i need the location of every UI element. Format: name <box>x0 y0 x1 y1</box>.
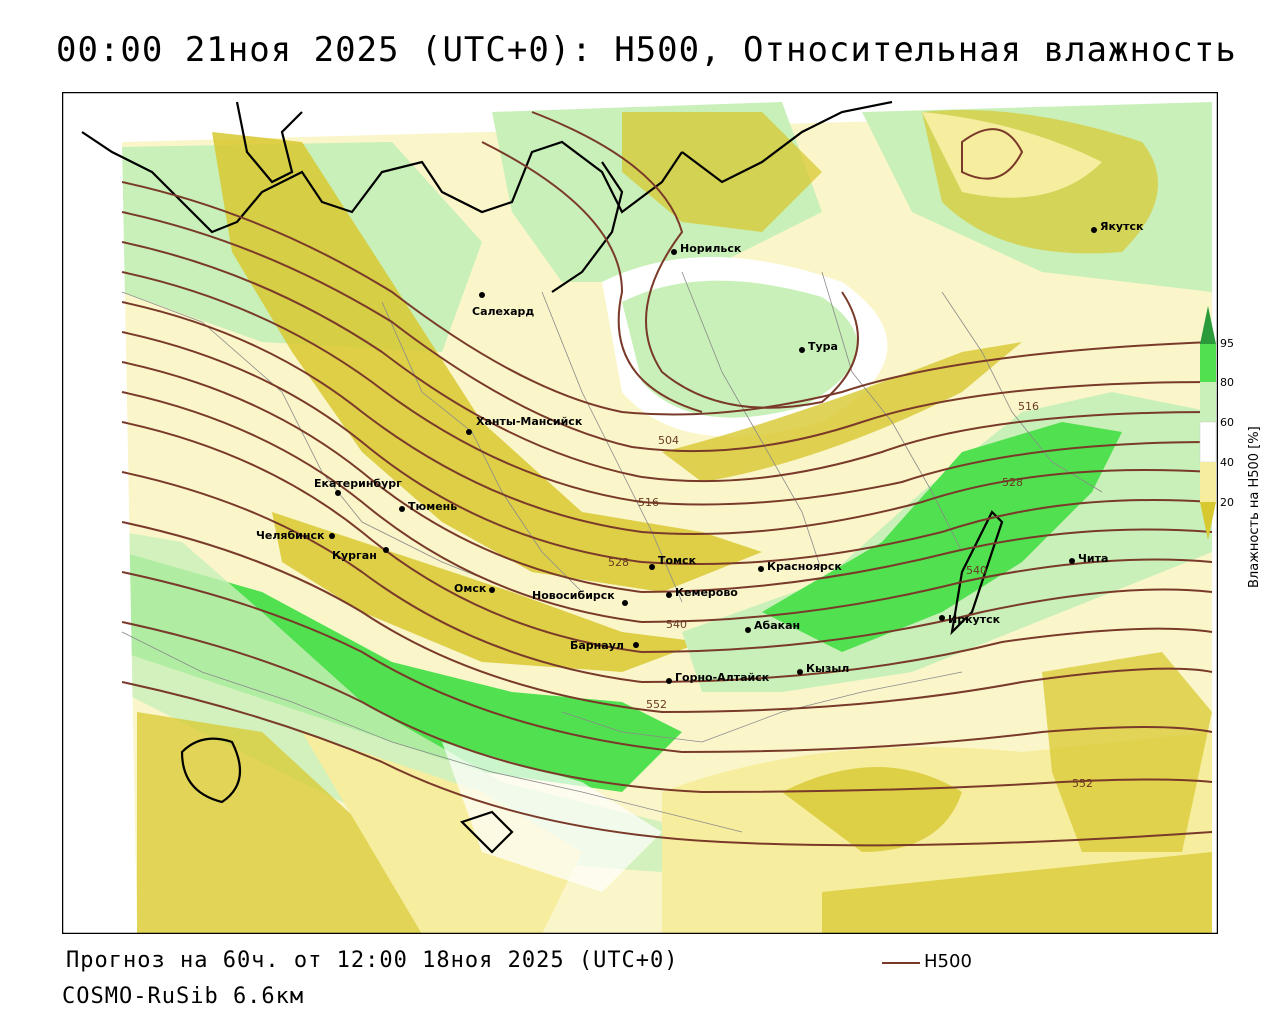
weather-map: 504 516 516 528 528 540 540 552 552 Нори… <box>62 92 1218 934</box>
svg-text:Новосибирск: Новосибирск <box>532 589 615 602</box>
humidity-field <box>62 92 1212 934</box>
scale-band-60-80 <box>1200 382 1216 422</box>
scale-tick-60: 60 <box>1220 416 1234 429</box>
svg-text:Барнаул: Барнаул <box>570 639 624 652</box>
city-salekhard: Салехард <box>472 292 534 318</box>
isoline-label-552: 552 <box>646 698 667 711</box>
city-kyzyl: Кызыл <box>797 662 849 675</box>
isoline-labels: 504 516 516 528 528 540 540 552 552 <box>608 400 1093 790</box>
city-chelyabinsk: Челябинск <box>256 529 335 542</box>
svg-text:Кемерово: Кемерово <box>675 586 738 599</box>
humidity-scale: 95 80 60 40 20 Влажность на H500 [%] <box>1199 306 1262 588</box>
city-barnaul: Барнаул <box>570 639 639 652</box>
svg-text:Норильск: Норильск <box>680 242 742 255</box>
scale-tick-95: 95 <box>1220 337 1234 350</box>
scale-tick-40: 40 <box>1220 456 1234 469</box>
city-kurgan: Курган <box>332 547 389 562</box>
svg-text:Курган: Курган <box>332 549 377 562</box>
svg-text:Иркутск: Иркутск <box>948 613 1001 626</box>
city-omsk: Омск <box>454 582 495 595</box>
city-yakutsk: Якутск <box>1091 220 1144 233</box>
svg-text:Омск: Омск <box>454 582 487 595</box>
svg-text:Красноярск: Красноярск <box>767 560 842 573</box>
city-norilsk: Норильск <box>671 242 742 255</box>
city-krasnoyarsk: Красноярск <box>758 560 842 573</box>
scale-tick-20: 20 <box>1220 496 1234 509</box>
city-markers: Норильск Якутск Салехард Тура Ханты-Манс… <box>256 220 1144 684</box>
scale-tick-80: 80 <box>1220 376 1234 389</box>
svg-text:Челябинск: Челябинск <box>256 529 325 542</box>
svg-text:Салехард: Салехард <box>472 305 534 318</box>
map-title: 00:00 21ноя 2025 (UTC+0): H500, Относите… <box>56 30 1237 70</box>
svg-text:Якутск: Якутск <box>1100 220 1144 233</box>
city-novosibirsk: Новосибирск <box>532 589 628 606</box>
scale-bottom-triangle <box>1200 502 1216 540</box>
scale-band-20-40 <box>1200 462 1216 502</box>
svg-text:Екатеринбург: Екатеринбург <box>314 477 402 490</box>
svg-text:Томск: Томск <box>658 554 697 567</box>
isoline-label-552-east: 552 <box>1072 777 1093 790</box>
scale-band-80-95 <box>1200 344 1216 382</box>
svg-text:Тура: Тура <box>808 340 838 353</box>
city-tura: Тура <box>799 340 838 353</box>
city-tomsk: Томск <box>649 554 697 570</box>
h500-legend-label: H500 <box>924 951 972 972</box>
isoline-label-540: 540 <box>666 618 687 631</box>
coastlines <box>81 100 1004 854</box>
scale-band-40-60 <box>1199 421 1217 463</box>
city-irkutsk: Иркутск <box>939 613 1001 626</box>
isoline-label-528: 528 <box>608 556 629 569</box>
svg-text:Чита: Чита <box>1078 552 1108 565</box>
svg-text:Ханты-Мансийск: Ханты-Мансийск <box>476 415 583 428</box>
scale-top-triangle <box>1200 306 1216 344</box>
forecast-info: Прогноз на 60ч. от 12:00 18ноя 2025 (UTC… <box>66 948 679 973</box>
model-name: COSMO-RuSib 6.6км <box>62 984 305 1009</box>
h500-legend-line <box>882 962 920 964</box>
svg-text:Горно-Алтайск: Горно-Алтайск <box>675 671 770 684</box>
city-khanty-mansiysk: Ханты-Мансийск <box>466 415 583 435</box>
city-kemerovo: Кемерово <box>666 586 738 599</box>
city-gorno-altaysk: Горно-Алтайск <box>666 671 770 684</box>
isoline-label-504: 504 <box>658 434 679 447</box>
isoline-label-540-east: 540 <box>966 564 987 577</box>
isoline-label-516: 516 <box>638 496 659 509</box>
h500-isolines <box>121 111 1213 847</box>
city-chita: Чита <box>1069 552 1108 565</box>
isoline-label-528-east: 528 <box>1002 476 1023 489</box>
svg-text:Абакан: Абакан <box>754 619 800 632</box>
scale-title: Влажность на H500 [%] <box>1247 426 1262 588</box>
isoline-label-516-east: 516 <box>1018 400 1039 413</box>
svg-text:Тюмень: Тюмень <box>408 500 457 513</box>
city-abakan: Абакан <box>745 619 800 633</box>
map-frame <box>62 92 1218 934</box>
city-tyumen: Тюмень <box>399 500 457 513</box>
svg-text:Кызыл: Кызыл <box>806 662 849 675</box>
city-yekaterinburg: Екатеринбург <box>314 477 402 496</box>
